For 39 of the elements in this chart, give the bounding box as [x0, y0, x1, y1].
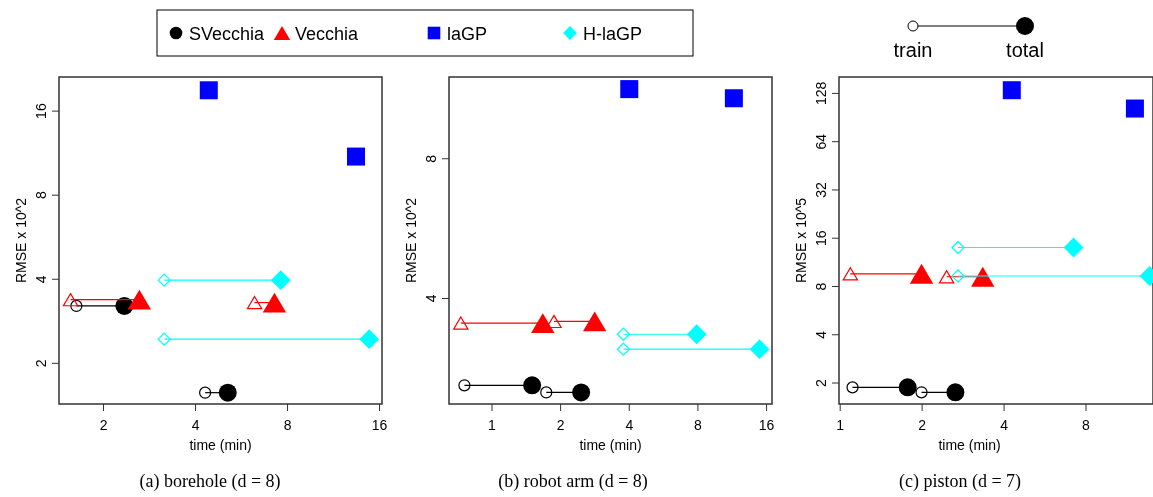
- x-tick-label: 4: [1000, 417, 1009, 433]
- x-tick-label: 1: [836, 417, 845, 433]
- text: (b) robot arm (d = 8): [498, 471, 648, 492]
- x-tick-label: 16: [371, 417, 388, 433]
- y-tick-label: 128: [813, 81, 829, 106]
- y-axis-title: RMSE x 10^2: [13, 197, 29, 284]
- x-axis-title: time (min): [579, 437, 642, 453]
- x-tick-label: 8: [694, 417, 703, 433]
- x-tick-label: 16: [758, 417, 775, 433]
- y-axis-title: RMSE x 10^5: [793, 197, 809, 284]
- x-tick-label: 4: [625, 417, 634, 433]
- y-tick-label: 16: [813, 230, 829, 247]
- x-axis-title: time (min): [938, 437, 1001, 453]
- y-tick-label: 4: [33, 275, 49, 284]
- y-axis-title: RMSE x 10^2: [403, 197, 419, 284]
- x-tick-label: 2: [556, 417, 565, 433]
- x-tick-label: 8: [283, 417, 292, 433]
- text: (a) borehole (d = 8): [139, 471, 281, 492]
- x-tick-label: 4: [191, 417, 200, 433]
- legend-label: laGP: [447, 24, 488, 44]
- legend-label: Vecchia: [295, 24, 360, 44]
- x-tick-label: 1: [488, 417, 497, 433]
- text: (c) piston (d = 7): [898, 471, 1022, 492]
- text: total: [1006, 39, 1044, 61]
- y-tick-label: 8: [33, 191, 49, 200]
- x-tick-label: 8: [1082, 417, 1091, 433]
- legend-label: SVecchia: [189, 24, 266, 44]
- y-tick-label: 8: [813, 282, 829, 291]
- y-tick-label: 64: [813, 133, 829, 150]
- y-tick-label: 4: [813, 330, 829, 339]
- x-tick-label: 2: [918, 417, 927, 433]
- text: train: [893, 39, 933, 61]
- legend-label: H-laGP: [583, 24, 643, 44]
- x-axis-title: time (min): [189, 437, 252, 453]
- x-tick-label: 2: [99, 417, 108, 433]
- y-tick-label: 16: [33, 103, 49, 119]
- y-tick-label: 32: [813, 181, 829, 198]
- y-tick-label: 2: [813, 378, 829, 387]
- y-tick-label: 2: [33, 359, 49, 368]
